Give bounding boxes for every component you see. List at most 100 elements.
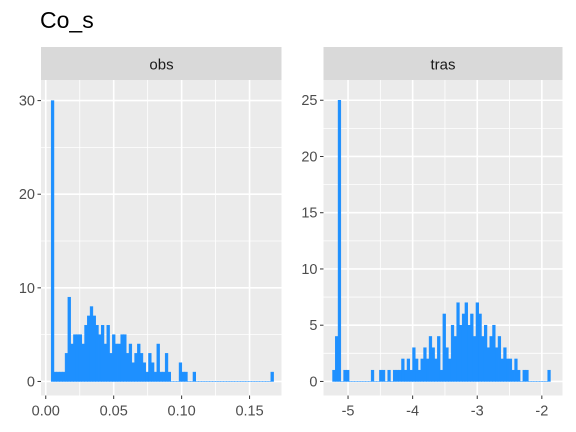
histogram-bar <box>404 369 408 382</box>
histogram-bar <box>343 369 347 382</box>
histogram-bar <box>401 358 405 382</box>
histogram-bar <box>489 336 493 382</box>
panel-tras: tras 0 5 10 15 20 25 -5 -4 -3 -2 <box>301 47 563 420</box>
x-tick-label: 0.10 <box>168 404 196 420</box>
histogram-bar <box>153 371 158 382</box>
histogram-bar <box>426 358 430 382</box>
histogram-bar <box>50 100 55 382</box>
histogram-bar <box>145 371 149 382</box>
histogram-bar <box>134 353 138 382</box>
histogram-bar <box>442 313 446 382</box>
histogram-bar <box>184 371 188 382</box>
strip-label-obs: obs <box>149 57 173 74</box>
histogram-bar <box>492 324 496 382</box>
histogram-bar <box>181 371 185 382</box>
histogram-bar <box>84 325 88 382</box>
histogram-bar <box>70 343 74 382</box>
histogram-bar <box>511 369 515 382</box>
plot-title: Co_s <box>40 7 94 33</box>
y-tick-label: 0 <box>27 374 35 390</box>
histogram-bar <box>95 325 99 382</box>
histogram-bar <box>53 371 58 382</box>
histogram-bar <box>162 371 166 382</box>
histogram-bar <box>164 353 169 382</box>
histogram-bar <box>459 324 463 382</box>
histogram-bar <box>450 324 455 382</box>
histogram-bar <box>78 334 83 382</box>
panel-obs: obs 0 10 20 30 0.00 0.05 0.10 0.15 <box>19 47 282 420</box>
histogram-bar <box>92 315 96 382</box>
histogram-bars-tras <box>332 99 551 382</box>
histogram-bar <box>398 369 402 382</box>
y-tick-label: 25 <box>301 93 317 109</box>
histogram-bar <box>128 343 133 382</box>
histogram-bar <box>56 371 60 382</box>
histogram-bar <box>270 371 274 382</box>
x-tick-label: 0.00 <box>32 404 60 420</box>
histogram-bar <box>379 369 383 382</box>
histogram-bar <box>387 369 391 382</box>
histogram-bar <box>87 315 91 382</box>
histogram-bar <box>406 358 411 382</box>
histogram-bar <box>64 353 69 382</box>
y-tick-label: 20 <box>19 187 35 203</box>
histogram-bar <box>114 343 119 382</box>
histogram-bar <box>59 371 63 382</box>
histogram-bar <box>109 353 113 382</box>
histogram-bar <box>467 324 471 382</box>
histogram-bar <box>486 347 491 382</box>
histogram-bar <box>503 347 507 382</box>
x-tick-label: 0.05 <box>100 404 128 420</box>
histogram-bar <box>139 353 144 382</box>
x-tick-label: 0.15 <box>235 404 263 420</box>
histogram-bar <box>151 362 155 382</box>
histogram-bar <box>131 362 135 382</box>
histogram-bar <box>370 369 375 382</box>
histogram-bar <box>547 369 551 382</box>
histogram-bar <box>434 358 438 382</box>
histogram-bar <box>67 296 71 382</box>
histogram-bar <box>62 371 66 382</box>
y-tick-label: 10 <box>301 262 317 278</box>
histogram-bar <box>395 369 399 382</box>
histogram-bar <box>495 347 499 382</box>
histogram-bar <box>522 369 526 382</box>
histogram-bar <box>481 336 485 382</box>
histogram-bar <box>472 336 477 382</box>
histogram-bar <box>439 369 444 382</box>
histogram-bar <box>100 325 105 382</box>
histogram-bar <box>120 334 124 382</box>
y-tick-label: 10 <box>19 281 35 297</box>
histogram-bar <box>167 371 171 382</box>
x-tick-label: -4 <box>406 404 419 420</box>
histogram-bar <box>106 325 110 382</box>
histogram-bar <box>159 371 163 382</box>
histogram-bar <box>412 347 416 382</box>
x-tick-label: -2 <box>535 404 548 420</box>
histogram-bar <box>456 302 460 382</box>
histogram-bar <box>75 334 80 382</box>
histogram-bar <box>409 369 413 382</box>
histogram-bar <box>478 313 482 382</box>
histogram-bar <box>461 313 466 382</box>
histogram-bar <box>192 371 197 382</box>
histogram-bar <box>500 358 504 382</box>
histogram-bar <box>156 343 160 382</box>
x-tick-label: -3 <box>471 404 484 420</box>
x-tick-label: -5 <box>342 404 355 420</box>
histogram-bar <box>420 358 424 382</box>
y-tick-label: 20 <box>301 149 317 165</box>
strip-obs <box>41 47 282 80</box>
histogram-bar <box>117 343 121 382</box>
histogram-bar <box>453 336 457 382</box>
histogram-bar <box>346 369 350 382</box>
histogram-bar <box>497 336 502 382</box>
histogram-bar <box>508 358 513 382</box>
histogram-bar <box>137 343 141 382</box>
strip-tras <box>323 47 563 80</box>
histogram-bar <box>415 358 419 382</box>
histogram-bars-obs <box>50 100 274 382</box>
histogram-bar <box>178 362 183 382</box>
histogram-bar <box>332 369 336 382</box>
